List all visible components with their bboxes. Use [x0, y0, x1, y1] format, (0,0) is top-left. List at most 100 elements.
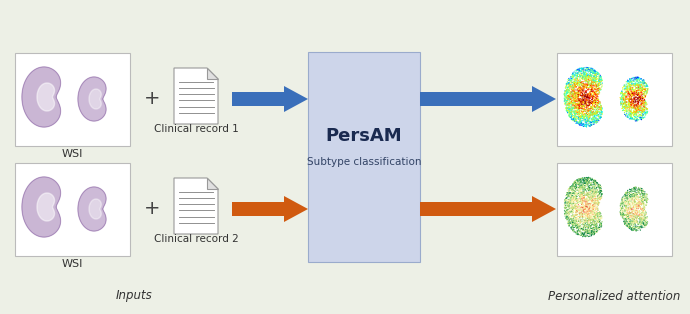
Point [624, 86, 635, 91]
Point [633, 210, 644, 215]
Point [620, 192, 631, 198]
Point [594, 209, 605, 214]
Point [615, 207, 627, 212]
Point [626, 100, 637, 105]
Point [575, 87, 586, 92]
Point [560, 210, 571, 215]
Point [575, 97, 586, 102]
Point [562, 85, 573, 90]
Point [577, 105, 588, 110]
Point [624, 194, 635, 199]
Point [578, 178, 589, 183]
Point [586, 73, 598, 78]
Point [636, 117, 647, 122]
Point [569, 114, 580, 119]
Point [638, 80, 649, 85]
Point [564, 92, 575, 97]
Point [631, 203, 642, 208]
Point [635, 103, 646, 108]
Point [631, 77, 642, 82]
Point [585, 181, 596, 186]
Point [590, 69, 601, 74]
Point [587, 222, 598, 227]
Point [580, 84, 591, 89]
Point [632, 88, 643, 93]
Point [569, 221, 580, 226]
Point [580, 230, 591, 235]
Point [578, 86, 589, 91]
Point [587, 187, 598, 192]
Point [635, 202, 646, 207]
Point [623, 100, 634, 105]
Point [584, 78, 595, 83]
Point [587, 203, 598, 208]
Point [574, 111, 585, 116]
Point [626, 227, 637, 232]
Point [588, 200, 599, 205]
Point [627, 99, 638, 104]
Point [580, 101, 591, 106]
Point [595, 183, 606, 188]
Point [586, 212, 598, 217]
Point [569, 72, 580, 77]
Point [639, 212, 650, 217]
Point [575, 185, 586, 190]
Point [639, 89, 650, 94]
Point [626, 226, 637, 231]
Point [581, 228, 592, 233]
Point [624, 103, 635, 108]
Point [577, 217, 588, 222]
Point [561, 210, 572, 215]
Point [638, 105, 649, 110]
Point [618, 219, 629, 224]
Point [635, 205, 646, 210]
Point [568, 221, 579, 226]
Point [578, 81, 589, 86]
Point [573, 98, 584, 103]
Point [631, 228, 642, 233]
Point [586, 112, 598, 117]
Point [570, 196, 581, 201]
Point [582, 112, 593, 117]
Point [580, 206, 591, 211]
Point [567, 189, 578, 194]
Point [565, 78, 576, 83]
Point [581, 85, 592, 90]
Point [581, 92, 592, 97]
Point [578, 199, 589, 204]
Point [564, 83, 575, 88]
Point [587, 189, 598, 194]
Point [578, 103, 589, 108]
Point [621, 191, 632, 196]
Point [624, 192, 635, 198]
Point [636, 108, 647, 113]
Point [595, 194, 607, 199]
Point [580, 83, 591, 88]
Point [639, 225, 650, 230]
Point [618, 200, 629, 205]
Point [621, 97, 632, 102]
Point [579, 77, 590, 82]
Point [620, 87, 631, 92]
Point [584, 218, 595, 223]
Point [589, 71, 600, 76]
Point [624, 214, 635, 219]
Point [563, 222, 574, 227]
Point [642, 109, 653, 114]
Point [562, 204, 573, 209]
Point [623, 199, 634, 204]
Point [582, 187, 593, 192]
Point [633, 214, 644, 219]
Point [568, 208, 579, 213]
Point [584, 97, 595, 102]
Point [560, 213, 571, 218]
Point [594, 88, 605, 93]
Point [563, 210, 574, 215]
Point [567, 219, 578, 224]
Point [580, 93, 591, 98]
Point [591, 87, 602, 92]
Point [591, 224, 602, 229]
Point [634, 98, 645, 103]
Point [616, 213, 627, 218]
Point [575, 66, 586, 71]
